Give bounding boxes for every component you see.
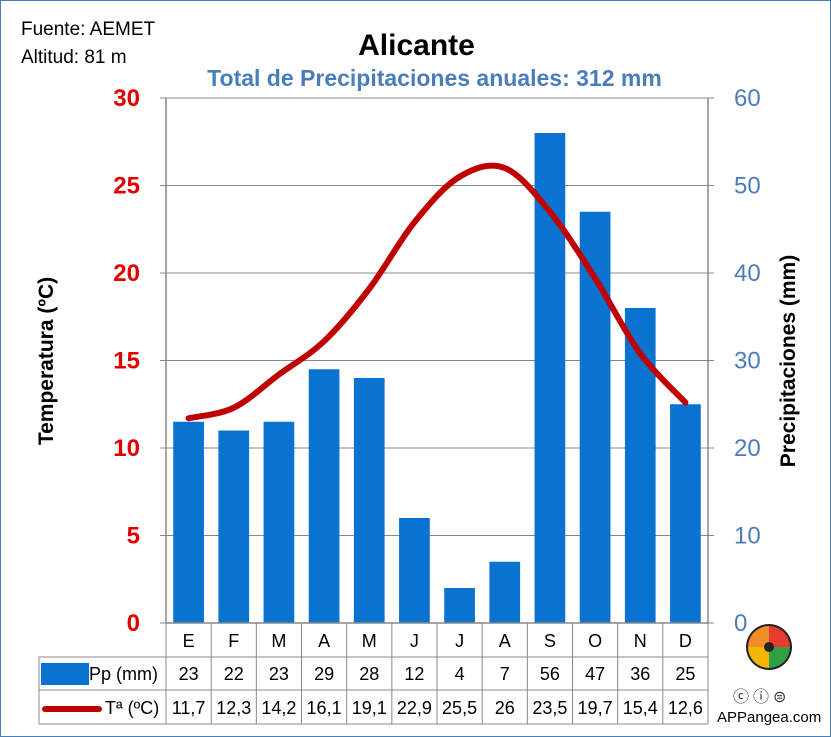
temp-legend-label: Tª (ºC): [105, 698, 159, 718]
temperature-curve: [185, 162, 689, 422]
puzzle-logo-icon: [746, 624, 792, 670]
precip-value: 22: [224, 664, 244, 684]
precip-legend-swatch: [41, 663, 89, 685]
precip-bar: [670, 404, 701, 623]
temp-value: 19,7: [578, 698, 613, 718]
chart-title: Alicante: [358, 29, 475, 62]
precip-value: 4: [455, 664, 465, 684]
chart-subtitle: Total de Precipitaciones anuales: 312 mm: [207, 65, 662, 91]
right-axis-label: Precipitaciones (mm): [777, 255, 800, 467]
temp-value: 11,7: [172, 698, 206, 718]
category-label: A: [318, 631, 330, 651]
category-label: O: [588, 631, 602, 651]
precip-value: 25: [675, 664, 695, 684]
precip-value: 56: [540, 664, 560, 684]
precip-bar: [308, 369, 340, 623]
precip-bar: [173, 421, 204, 623]
left-tick-label: 0: [127, 610, 140, 637]
category-label: S: [544, 631, 556, 651]
precip-legend-label: Pp (mm): [89, 664, 158, 684]
license-icons: ⓒⓘ⊜: [733, 683, 790, 707]
precip-bar: [218, 430, 250, 623]
source-label: Fuente: AEMET: [21, 19, 156, 40]
right-tick-label: 50: [734, 173, 761, 200]
cc-icon: ⓒ: [733, 689, 754, 706]
category-label: M: [362, 631, 377, 651]
category-label: N: [634, 631, 647, 651]
left-tick-label: 15: [113, 348, 140, 375]
precip-bar: [263, 421, 295, 623]
temp-value: 22,9: [397, 698, 432, 718]
left-tick-label: 5: [127, 523, 140, 550]
precip-bar: [444, 588, 475, 623]
precip-value: 28: [359, 664, 379, 684]
precip-value: 29: [314, 664, 334, 684]
temp-value: 23,5: [532, 698, 567, 718]
category-label: M: [271, 631, 286, 651]
precip-value: 23: [269, 664, 289, 684]
credit-label: APPangea.com: [717, 709, 822, 726]
right-tick-label: 40: [734, 260, 761, 287]
precip-bar: [624, 308, 656, 623]
temp-value: 25,5: [442, 698, 477, 718]
right-tick-label: 20: [734, 435, 761, 462]
precip-value: 47: [585, 664, 605, 684]
category-label: J: [410, 631, 419, 651]
right-tick-label: 0: [734, 610, 747, 637]
temp-value: 12,3: [216, 698, 251, 718]
category-label: A: [499, 631, 511, 651]
temp-value: 12,6: [668, 698, 703, 718]
category-label: E: [183, 631, 195, 651]
left-axis-label: Temperatura (ºC): [35, 277, 58, 445]
precip-bar: [353, 378, 385, 623]
temp-value: 26: [495, 698, 515, 718]
grid-lines: [166, 97, 708, 536]
precip-value: 36: [630, 664, 650, 684]
precip-bar: [489, 561, 521, 623]
right-tick-label: 10: [734, 523, 761, 550]
tick-labels: 0 5 10 15 20 25 30 0 10 20 30 40 50 60: [113, 85, 760, 637]
attribution-icon: ⓘ: [753, 689, 774, 706]
temp-value: 15,4: [623, 698, 658, 718]
precip-bar: [534, 133, 566, 623]
left-tick-label: 20: [113, 260, 140, 287]
precipitation-bars: [173, 133, 701, 623]
temp-value: 16,1: [307, 698, 342, 718]
right-tick-label: 60: [734, 85, 761, 112]
altitude-label: Altitud: 81 m: [21, 47, 127, 68]
right-tick-label: 30: [734, 348, 761, 375]
no-derivatives-icon: ⊜: [773, 689, 791, 706]
precip-value: 12: [404, 664, 424, 684]
category-label: D: [679, 631, 692, 651]
left-tick-label: 25: [113, 173, 140, 200]
category-label: J: [455, 631, 464, 651]
temp-value: 19,1: [352, 698, 387, 718]
category-label: F: [228, 631, 239, 651]
left-tick-label: 30: [113, 85, 140, 112]
precip-value: 7: [500, 664, 510, 684]
precip-value: 23: [179, 664, 199, 684]
temperature-line: [185, 162, 689, 422]
precip-bar: [399, 518, 430, 623]
left-tick-label: 10: [113, 435, 140, 462]
temp-value: 14,2: [261, 698, 296, 718]
